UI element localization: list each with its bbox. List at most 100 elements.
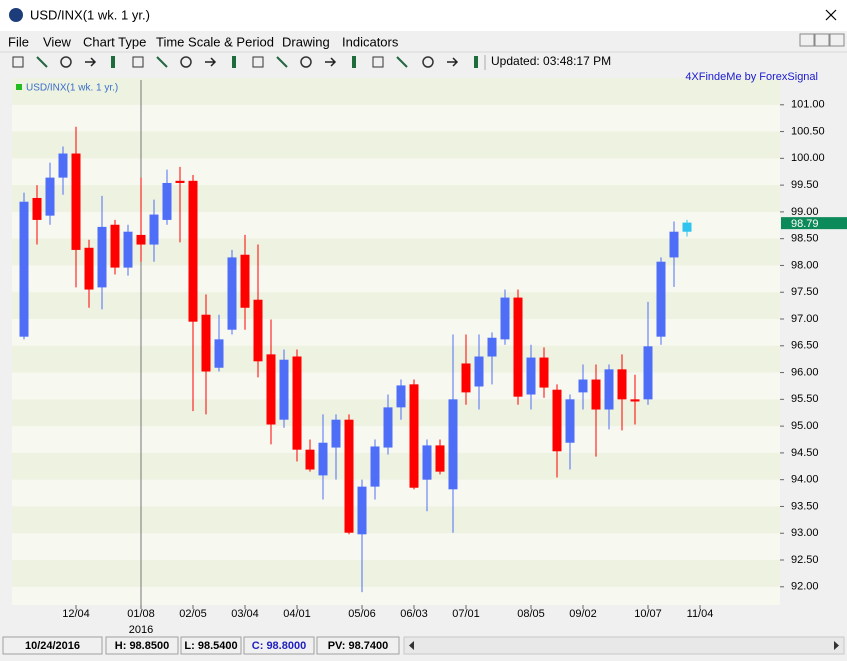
tool-icon bbox=[12, 56, 24, 68]
candle-body bbox=[630, 399, 640, 402]
toolbar-button[interactable] bbox=[132, 56, 144, 68]
y-tick-label: 98.50 bbox=[791, 233, 819, 245]
tool-icon bbox=[60, 56, 72, 68]
toolbar-button[interactable] bbox=[474, 56, 478, 68]
toolbar-button[interactable] bbox=[232, 56, 236, 68]
menu-item[interactable]: Indicators bbox=[342, 34, 399, 49]
y-tick-label: 92.00 bbox=[791, 581, 819, 593]
app-icon bbox=[9, 8, 23, 22]
y-tick-label: 98.00 bbox=[791, 259, 819, 271]
toolbar-button[interactable] bbox=[111, 56, 115, 68]
legend-label: USD/INX(1 wk. 1 yr.) bbox=[26, 83, 118, 94]
status-text: PV: 98.7400 bbox=[328, 640, 389, 652]
tool-icon bbox=[276, 56, 288, 68]
y-tick-label: 99.00 bbox=[791, 206, 819, 218]
status-text: C: 98.8000 bbox=[252, 640, 306, 652]
toolbar-button[interactable] bbox=[156, 56, 168, 68]
menu-item[interactable]: Drawing bbox=[282, 34, 330, 49]
y-tick-label: 96.00 bbox=[791, 366, 819, 378]
tool-icon bbox=[422, 56, 434, 68]
menu-bar: File View Chart Type Time Scale & Period Dra… bbox=[8, 34, 399, 49]
toolbar-button[interactable] bbox=[36, 56, 48, 68]
grid-band bbox=[12, 399, 780, 427]
toolbar-button[interactable] bbox=[447, 57, 459, 67]
candle-body bbox=[409, 384, 419, 488]
grid-band bbox=[12, 131, 780, 159]
candle-body bbox=[240, 254, 250, 308]
tool-icon bbox=[180, 56, 192, 68]
toolbar-button[interactable] bbox=[422, 56, 434, 68]
tool-icon bbox=[111, 56, 115, 68]
candle-body bbox=[279, 359, 289, 420]
candle-body bbox=[552, 389, 562, 452]
tool-icon bbox=[85, 57, 97, 67]
tool-icon bbox=[372, 56, 384, 68]
menu-item[interactable]: File bbox=[8, 34, 29, 49]
candle-body bbox=[435, 445, 445, 472]
candle-body bbox=[500, 297, 510, 340]
candle-body bbox=[318, 442, 328, 476]
close-button[interactable] bbox=[825, 9, 837, 21]
toolbar-button[interactable] bbox=[205, 57, 217, 67]
candle-body bbox=[682, 222, 692, 232]
menu-item[interactable]: View bbox=[43, 34, 72, 49]
tool-icon bbox=[252, 56, 264, 68]
scroll-right[interactable] bbox=[834, 641, 839, 650]
x-tick-label: 06/03 bbox=[400, 608, 428, 620]
scrollbar[interactable] bbox=[403, 636, 845, 655]
candle-body bbox=[617, 369, 627, 400]
candle-body bbox=[669, 231, 679, 258]
x-tick-label: 11/04 bbox=[687, 608, 714, 620]
toolbar-button[interactable] bbox=[180, 56, 192, 68]
grid-band bbox=[12, 78, 780, 105]
updated-time: Updated: 03:48:17 PM bbox=[491, 54, 611, 68]
candle-body bbox=[45, 177, 55, 216]
menu-item[interactable]: Chart Type bbox=[83, 34, 146, 49]
x-tick-label: 01/08 bbox=[127, 608, 155, 620]
window-title: USD/INX(1 wk. 1 yr.) bbox=[30, 7, 150, 22]
candle-body bbox=[474, 356, 484, 387]
y-tick-label: 92.50 bbox=[791, 554, 819, 566]
toolbar-button[interactable] bbox=[252, 56, 264, 68]
toolbar-button[interactable] bbox=[300, 56, 312, 68]
candle-body bbox=[344, 419, 354, 533]
candle-body bbox=[604, 369, 614, 410]
candle-body bbox=[32, 197, 42, 220]
tool-icon bbox=[300, 56, 312, 68]
toolbar-button[interactable] bbox=[276, 56, 288, 68]
mdi-restore[interactable] bbox=[814, 33, 830, 47]
menu-item[interactable]: Time Scale & Period bbox=[156, 34, 274, 49]
tool-icon bbox=[352, 56, 356, 68]
y-tick-label: 94.50 bbox=[791, 447, 819, 459]
grid-band bbox=[12, 506, 780, 534]
y-tick-label: 97.50 bbox=[791, 286, 819, 298]
grid-band bbox=[12, 185, 780, 212]
candle-body bbox=[266, 354, 276, 425]
grid-band bbox=[12, 345, 780, 373]
status-box bbox=[316, 636, 400, 655]
toolbar-button[interactable] bbox=[85, 57, 97, 67]
candle-body bbox=[84, 247, 94, 290]
toolbar-button[interactable] bbox=[372, 56, 384, 68]
candle-body bbox=[396, 385, 406, 408]
candle-body bbox=[227, 257, 237, 330]
candle-body bbox=[214, 339, 224, 368]
tool-icon bbox=[474, 56, 478, 68]
y-tick-label: 100.00 bbox=[791, 152, 825, 164]
mdi-close[interactable] bbox=[829, 33, 845, 47]
status-bar: 10/24/2016 H: 98.8500 L: 98.5400 C: 98.8000… bbox=[0, 635, 847, 656]
toolbar-button[interactable] bbox=[352, 56, 356, 68]
x-tick-label: 09/02 bbox=[569, 608, 597, 620]
scroll-left[interactable] bbox=[409, 641, 414, 650]
y-tick-label: 93.00 bbox=[791, 527, 819, 539]
toolbar-button[interactable] bbox=[325, 57, 337, 67]
candle-body bbox=[370, 446, 380, 487]
toolbar-button[interactable] bbox=[12, 56, 24, 68]
legend-swatch bbox=[16, 84, 22, 90]
toolbar-button[interactable] bbox=[396, 56, 408, 68]
status-box bbox=[2, 636, 103, 655]
toolbar-button[interactable] bbox=[60, 56, 72, 68]
mdi-controls bbox=[799, 33, 845, 47]
mdi-minimize[interactable] bbox=[799, 33, 815, 47]
